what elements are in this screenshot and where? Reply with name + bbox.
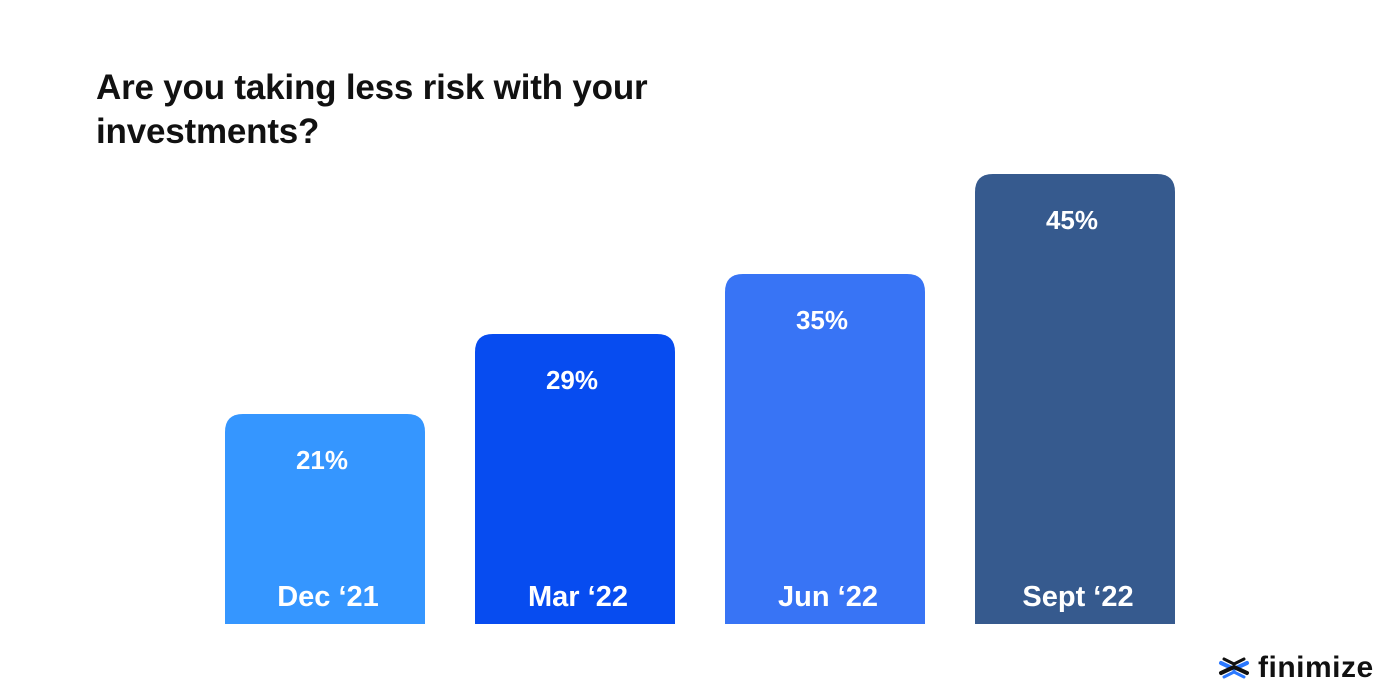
bar	[975, 174, 1175, 624]
brand-logo: finimize	[1218, 648, 1374, 688]
finimize-logo-icon	[1219, 657, 1249, 679]
bar-group: 35% Jun ‘22	[725, 274, 925, 624]
bar	[475, 334, 675, 624]
bar-value-label: 29%	[546, 365, 598, 395]
bar-category-label: Jun ‘22	[778, 581, 878, 613]
bar-group: 21% Dec ‘21	[225, 414, 425, 624]
bar-value-label: 21%	[296, 445, 348, 475]
bar-group: 29% Mar ‘22	[475, 334, 675, 624]
bar-value-label: 35%	[796, 305, 848, 335]
bar-category-label: Sept ‘22	[1022, 581, 1133, 613]
bar-group: 45% Sept ‘22	[975, 174, 1175, 624]
bar	[225, 414, 425, 624]
bar-category-label: Mar ‘22	[528, 581, 628, 613]
bar-category-label: Dec ‘21	[277, 581, 379, 613]
brand-name: finimize	[1258, 651, 1374, 684]
bar-value-label: 45%	[1046, 205, 1098, 235]
chart-title: Are you taking less risk with your inves…	[96, 68, 648, 151]
bar	[725, 274, 925, 624]
